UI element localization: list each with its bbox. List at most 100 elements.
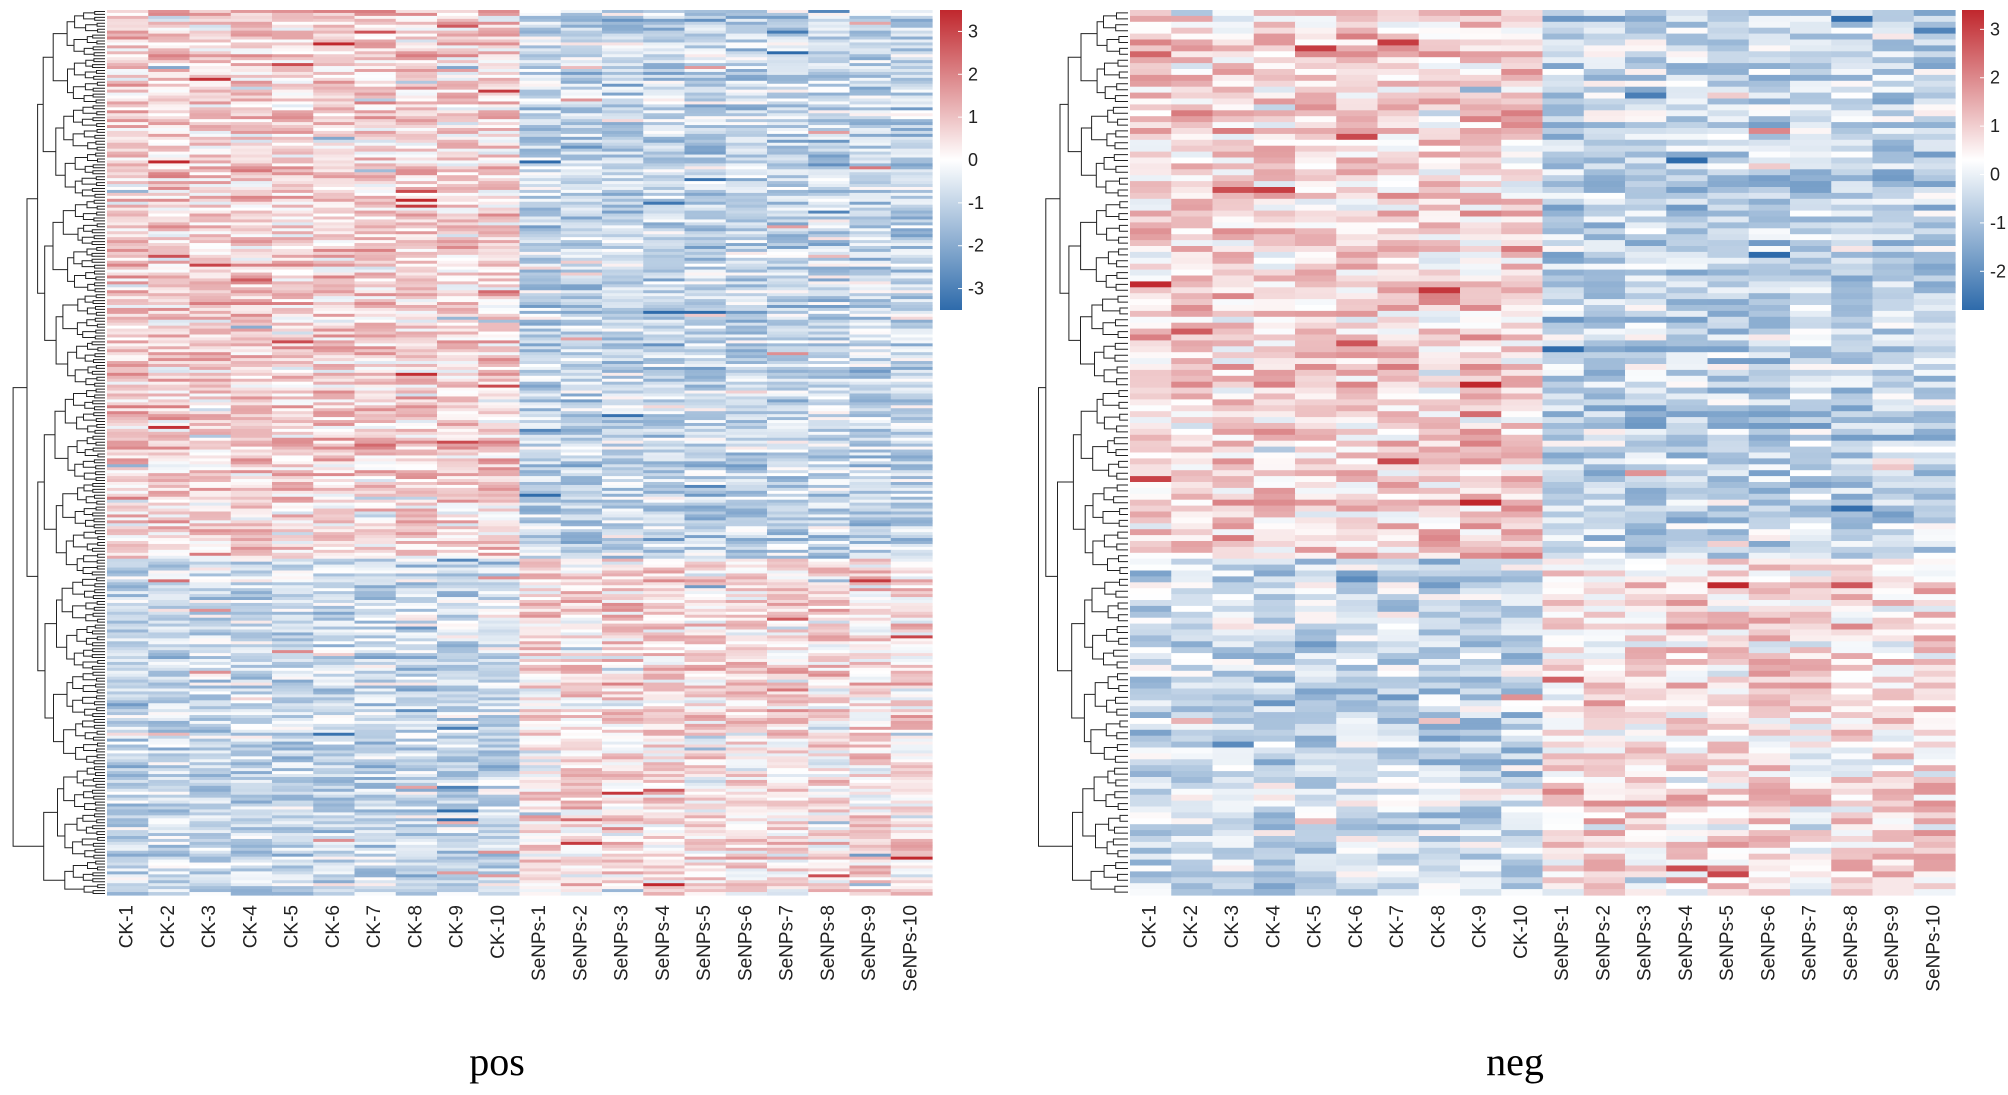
heatmap-cell (643, 157, 686, 162)
heatmap-cell (148, 80, 191, 85)
heatmap-cell (890, 36, 933, 41)
heatmap-cell (354, 18, 397, 23)
dendrogram-branch (95, 465, 105, 470)
heatmap-cell (230, 352, 273, 356)
heatmap-cell (560, 207, 603, 212)
heatmap-cell (148, 290, 191, 294)
heatmap-cell (230, 461, 273, 465)
heatmap-cell (478, 352, 521, 356)
heatmap-cell (767, 440, 809, 445)
heatmap-cell (560, 201, 603, 206)
heatmap-cell (148, 30, 191, 35)
heatmap-cell (643, 77, 686, 82)
heatmap-cell (808, 387, 851, 392)
heatmap-cell (519, 187, 562, 191)
heatmap-cell (643, 210, 686, 215)
heatmap-cell (478, 30, 521, 35)
heatmap-cell (437, 139, 479, 144)
heatmap-cell (725, 24, 768, 29)
heatmap-cell (643, 18, 686, 23)
heatmap-cell (107, 21, 149, 26)
heatmap-cell (684, 128, 727, 132)
heatmap-cell (602, 399, 644, 403)
heatmap-cell (519, 402, 562, 406)
heatmap-cell (313, 405, 356, 409)
heatmap-cell (767, 402, 809, 406)
heatmap-cell (725, 122, 768, 126)
heatmap-cell (189, 369, 232, 374)
heatmap-cell (395, 275, 438, 280)
heatmap-cell (560, 125, 603, 129)
heatmap-cell (395, 434, 438, 439)
heatmap-cell (602, 431, 644, 436)
heatmap-cell (519, 248, 562, 253)
heatmap-cell (189, 222, 232, 226)
dendrogram-branch (96, 577, 105, 582)
heatmap-cell (519, 284, 562, 288)
heatmap-cell (313, 287, 356, 291)
heatmap-cell (395, 104, 438, 108)
heatmap-cell (767, 493, 809, 498)
heatmap-cell (395, 98, 438, 103)
heatmap-cell (725, 92, 768, 97)
heatmap-cell (643, 446, 686, 451)
heatmap-cell (437, 66, 479, 70)
heatmap-cell (890, 452, 933, 457)
heatmap-cell (148, 260, 191, 265)
heatmap-cell (313, 508, 356, 513)
heatmap-cell (684, 307, 727, 312)
heatmap-cell (767, 296, 809, 300)
heatmap-cell (354, 207, 397, 212)
heatmap-cell (354, 343, 397, 347)
heatmap-cell (890, 349, 933, 353)
heatmap-cell (354, 234, 397, 238)
heatmap-cell (643, 499, 686, 504)
heatmap-cell (395, 325, 438, 330)
dendrogram-branch (76, 345, 88, 359)
heatmap-cell (643, 296, 686, 300)
heatmap-cell (354, 423, 397, 427)
heatmap-cell (478, 425, 521, 430)
heatmap-cell (602, 375, 644, 380)
heatmap-cell (107, 499, 149, 504)
dendrogram-branch (97, 884, 105, 889)
heatmap-cell (230, 366, 273, 371)
heatmap-cell (725, 316, 768, 321)
heatmap-cell (148, 66, 191, 70)
heatmap-cell (890, 496, 933, 501)
heatmap-cell (313, 440, 356, 445)
heatmap-cell (437, 331, 479, 336)
heatmap-cell (602, 346, 644, 350)
heatmap-cell (725, 86, 768, 91)
heatmap-cell (602, 45, 644, 49)
heatmap-cell (808, 237, 851, 241)
heatmap-cell (519, 163, 562, 167)
heatmap-cell (395, 328, 438, 333)
heatmap-cell (354, 358, 397, 362)
heatmap-cell (107, 18, 149, 23)
heatmap-cell (767, 375, 809, 380)
heatmap-cell (602, 349, 644, 353)
heatmap-cell (189, 402, 232, 406)
heatmap-cell (148, 355, 191, 359)
heatmap-cell (808, 157, 851, 162)
heatmap-cell (107, 411, 149, 415)
heatmap-cell (890, 54, 933, 58)
heatmap-cell (437, 493, 479, 498)
heatmap-cell (478, 328, 521, 333)
heatmap-cell (767, 487, 809, 492)
dendrogram-branch (92, 64, 105, 68)
heatmap-cell (643, 163, 686, 167)
heatmap-cell (437, 33, 479, 38)
heatmap-cell (354, 310, 397, 315)
heatmap-cell (684, 302, 727, 306)
dendrogram-branch (92, 93, 105, 98)
heatmap-cell (189, 136, 232, 141)
heatmap-cell (189, 175, 232, 179)
heatmap-cell (684, 27, 727, 32)
heatmap-cell (148, 470, 191, 474)
heatmap-cell (478, 169, 521, 173)
heatmap-cell (437, 195, 479, 200)
heatmap-cell (849, 384, 892, 389)
heatmap-cell (643, 207, 686, 212)
